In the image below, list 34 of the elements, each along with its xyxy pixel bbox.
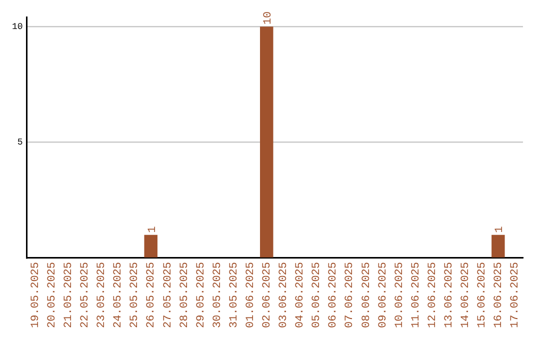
x-tick-label: 28.05.2025 [178,262,191,328]
x-tick-label: 06.06.2025 [328,262,340,328]
x-tick-label: 02.06.2025 [262,262,274,328]
x-tick-label: 03.06.2025 [278,262,290,328]
x-tick-label: 04.06.2025 [294,262,307,328]
data-label: 1 [494,226,506,233]
x-tick-label: 23.05.2025 [96,262,108,328]
x-tick-label: 24.05.2025 [112,262,125,328]
y-tick-label: 5 [17,138,23,148]
x-tick-label: 22.05.2025 [80,262,92,328]
x-tick-label: 19.05.2025 [30,262,42,328]
x-tick-label: 09.06.2025 [377,262,390,328]
x-tick-label: 08.06.2025 [360,262,373,328]
x-tick-label: 01.06.2025 [244,262,257,328]
x-tick-label: 26.05.2025 [146,262,158,328]
x-tick-label: 07.06.2025 [344,262,356,328]
x-tick-label: 27.05.2025 [162,262,174,328]
x-tick-label: 12.06.2025 [426,262,439,328]
data-label: 10 [262,11,275,25]
x-tick-label: 16.06.2025 [493,262,506,328]
x-tick-label: 10.06.2025 [394,262,406,328]
x-tick-label: 05.06.2025 [311,262,324,328]
x-tick-label: 11.06.2025 [410,262,422,328]
data-label: 1 [146,226,159,233]
x-tick-label: 29.05.2025 [195,262,208,328]
x-tick-label: 13.06.2025 [443,262,456,328]
x-tick-label: 14.06.2025 [460,262,472,328]
x-tick-label: 31.05.2025 [228,262,240,328]
x-tick-label: 25.05.2025 [129,262,142,328]
x-tick-label: 17.06.2025 [510,262,522,328]
x-tick-label: 15.06.2025 [476,262,489,328]
x-tick-label: 21.05.2025 [63,262,76,328]
x-tick-label: 30.05.2025 [212,262,224,328]
x-tick-label: 20.05.2025 [46,262,59,328]
